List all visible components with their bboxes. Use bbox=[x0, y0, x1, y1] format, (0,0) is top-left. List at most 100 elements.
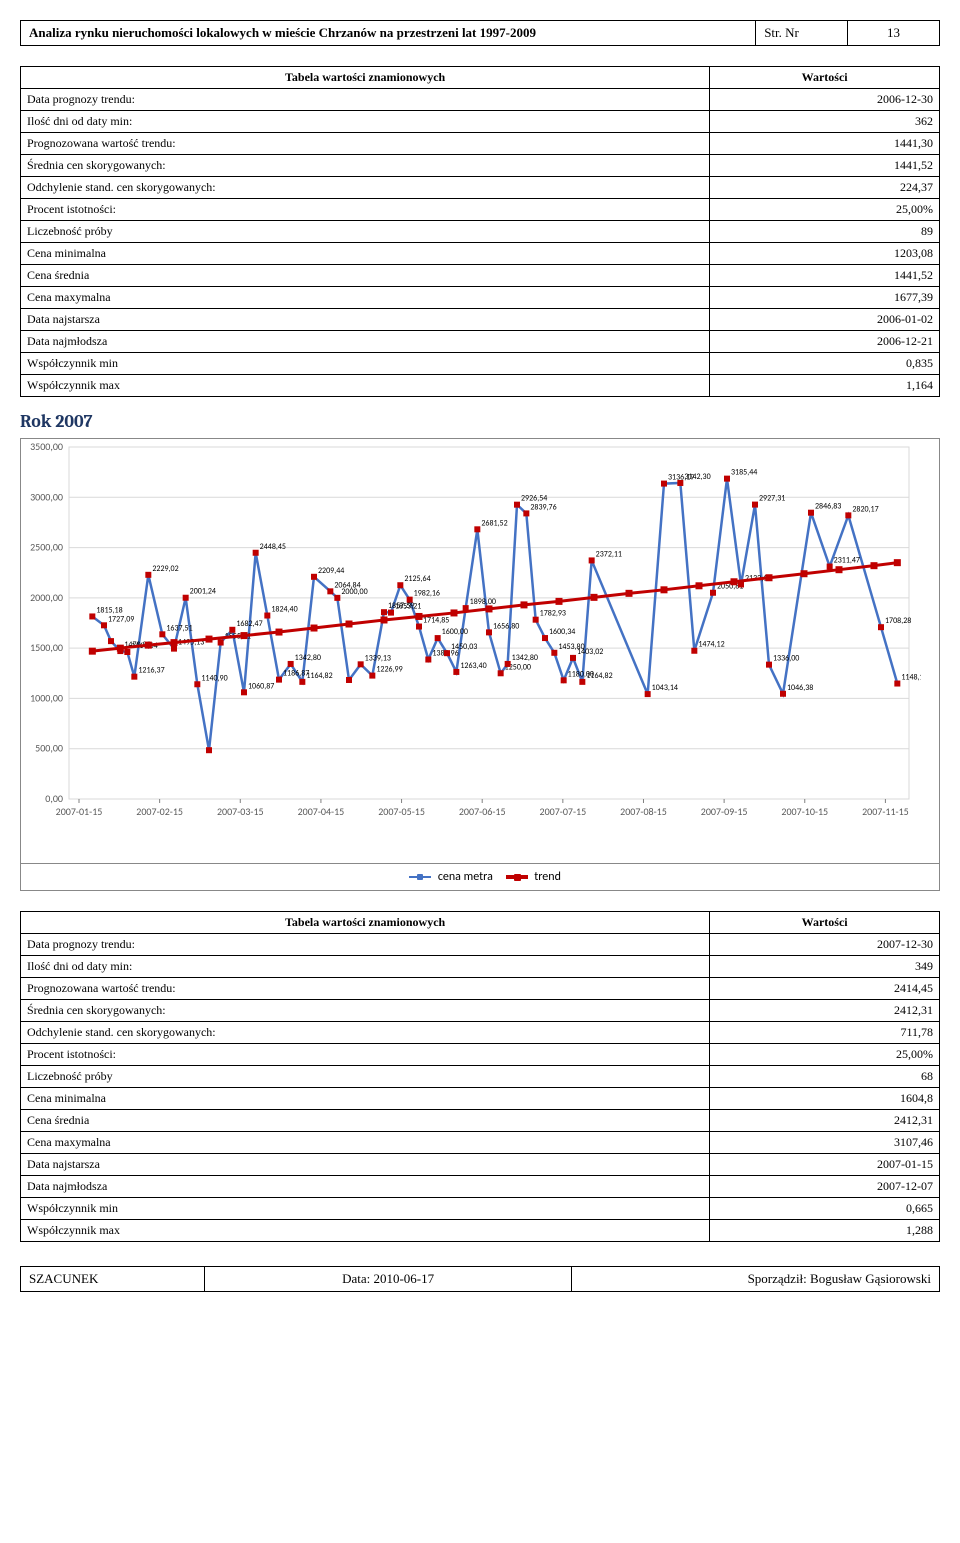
chart-container: 0,00 500,00 1000,00 1500,00 2000,00 2500,00 30… bbox=[20, 438, 940, 891]
table-row: Średnia cen skorygowanych:2412,31 bbox=[21, 1000, 940, 1022]
row-label: Współczynnik min bbox=[21, 1198, 710, 1220]
row-value: 2412,31 bbox=[710, 1000, 940, 1022]
svg-text:1263,40: 1263,40 bbox=[460, 661, 486, 671]
row-label: Cena średnia bbox=[21, 1110, 710, 1132]
footer-right: Sporządził: Bogusław Gąsiorowski bbox=[572, 1267, 940, 1292]
table-row: Data najmłodsza2006-12-21 bbox=[21, 331, 940, 353]
table-row: Współczynnik min0,665 bbox=[21, 1198, 940, 1220]
svg-text:2000,00: 2000,00 bbox=[30, 591, 63, 604]
table-row: Procent istotności:25,00% bbox=[21, 1044, 940, 1066]
row-label: Cena maxymalna bbox=[21, 1132, 710, 1154]
svg-text:2007-04-15: 2007-04-15 bbox=[298, 805, 345, 818]
svg-text:1500,00: 1500,00 bbox=[30, 641, 63, 654]
row-label: Odchylenie stand. cen skorygowanych: bbox=[21, 1022, 710, 1044]
row-value: 1677,39 bbox=[710, 287, 940, 309]
table-row: Średnia cen skorygowanych:1441,52 bbox=[21, 155, 940, 177]
row-label: Odchylenie stand. cen skorygowanych: bbox=[21, 177, 710, 199]
row-label: Liczebność próby bbox=[21, 1066, 710, 1088]
row-value: 224,37 bbox=[710, 177, 940, 199]
table-row: Cena średnia2412,31 bbox=[21, 1110, 940, 1132]
table-row: Liczebność próby89 bbox=[21, 221, 940, 243]
row-label: Data najstarsza bbox=[21, 1154, 710, 1176]
row-label: Cena średnia bbox=[21, 265, 710, 287]
table-row: Odchylenie stand. cen skorygowanych:224,… bbox=[21, 177, 940, 199]
legend-label-1: cena metra bbox=[438, 870, 493, 884]
table-row: Data prognozy trendu:2006-12-30 bbox=[21, 89, 940, 111]
svg-text:1708,28: 1708,28 bbox=[885, 616, 911, 626]
table-row: Data najstarsza2006-01-02 bbox=[21, 309, 940, 331]
svg-text:1637,51: 1637,51 bbox=[166, 623, 192, 633]
row-value: 1604,8 bbox=[710, 1088, 940, 1110]
svg-text:1140,90: 1140,90 bbox=[201, 673, 227, 683]
row-value: 3107,46 bbox=[710, 1132, 940, 1154]
table-row: Cena minimalna1203,08 bbox=[21, 243, 940, 265]
header-nr: 13 bbox=[848, 21, 940, 46]
svg-text:1600,00: 1600,00 bbox=[442, 627, 468, 637]
svg-text:500,00: 500,00 bbox=[35, 742, 63, 755]
row-label: Liczebność próby bbox=[21, 221, 710, 243]
row-value: 1441,52 bbox=[710, 265, 940, 287]
svg-text:3500,00: 3500,00 bbox=[30, 440, 63, 453]
row-label: Prognozowana wartość trendu: bbox=[21, 978, 710, 1000]
table-row: Cena maxymalna3107,46 bbox=[21, 1132, 940, 1154]
table-row: Data prognozy trendu:2007-12-30 bbox=[21, 934, 940, 956]
table-row: Współczynnik max1,288 bbox=[21, 1220, 940, 1242]
svg-text:1403,02: 1403,02 bbox=[577, 647, 603, 657]
row-label: Cena minimalna bbox=[21, 243, 710, 265]
table-row: Ilość dni od daty min:349 bbox=[21, 956, 940, 978]
svg-text:3000,00: 3000,00 bbox=[30, 490, 63, 503]
row-value: 2006-12-21 bbox=[710, 331, 940, 353]
svg-text:1000,00: 1000,00 bbox=[30, 691, 63, 704]
table-row: Procent istotności:25,00% bbox=[21, 199, 940, 221]
svg-text:2839,76: 2839,76 bbox=[530, 502, 556, 512]
row-label: Data najmłodsza bbox=[21, 331, 710, 353]
svg-text:1600,34: 1600,34 bbox=[549, 627, 575, 637]
row-value: 25,00% bbox=[710, 1044, 940, 1066]
table-row: Cena średnia1441,52 bbox=[21, 265, 940, 287]
legend-label-2: trend bbox=[534, 870, 561, 884]
row-value: 2412,31 bbox=[710, 1110, 940, 1132]
table-row: Prognozowana wartość trendu:1441,30 bbox=[21, 133, 940, 155]
svg-text:1046,38: 1046,38 bbox=[787, 683, 813, 693]
svg-text:1450,03: 1450,03 bbox=[451, 642, 477, 652]
svg-text:2000,00: 2000,00 bbox=[341, 587, 367, 597]
legend-swatch-2 bbox=[506, 875, 528, 879]
svg-text:1474,12: 1474,12 bbox=[698, 640, 724, 650]
svg-text:1226,99: 1226,99 bbox=[376, 665, 402, 675]
svg-text:1656,80: 1656,80 bbox=[493, 621, 519, 631]
section-title: Rok 2007 bbox=[20, 411, 940, 432]
table-row: Odchylenie stand. cen skorygowanych:711,… bbox=[21, 1022, 940, 1044]
svg-text:1342,80: 1342,80 bbox=[295, 653, 321, 663]
table-row: Cena minimalna1604,8 bbox=[21, 1088, 940, 1110]
svg-text:1148,11: 1148,11 bbox=[901, 673, 921, 683]
row-label: Średnia cen skorygowanych: bbox=[21, 1000, 710, 1022]
svg-text:0,00: 0,00 bbox=[45, 792, 63, 805]
svg-text:2500,00: 2500,00 bbox=[30, 541, 63, 554]
table-row: Ilość dni od daty min:362 bbox=[21, 111, 940, 133]
table-row: Data najmłodsza2007-12-07 bbox=[21, 1176, 940, 1198]
legend-swatch-1 bbox=[409, 876, 431, 878]
t2-head-left: Tabela wartości znamionowych bbox=[21, 912, 710, 934]
page-footer: SZACUNEK Data: 2010-06-17 Sporządził: Bo… bbox=[20, 1266, 940, 1292]
table-row: Współczynnik max1,164 bbox=[21, 375, 940, 397]
row-label: Ilość dni od daty min: bbox=[21, 956, 710, 978]
svg-text:2007-09-15: 2007-09-15 bbox=[701, 805, 748, 818]
row-value: 1203,08 bbox=[710, 243, 940, 265]
svg-text:2007-06-15: 2007-06-15 bbox=[459, 805, 506, 818]
row-value: 711,78 bbox=[710, 1022, 940, 1044]
row-value: 1441,30 bbox=[710, 133, 940, 155]
row-value: 362 bbox=[710, 111, 940, 133]
row-label: Prognozowana wartość trendu: bbox=[21, 133, 710, 155]
svg-text:2007-11-15: 2007-11-15 bbox=[862, 805, 909, 818]
svg-text:2846,83: 2846,83 bbox=[815, 502, 841, 512]
t2-head-right: Wartości bbox=[710, 912, 940, 934]
svg-text:1164,82: 1164,82 bbox=[586, 671, 612, 681]
table-row: Data najstarsza2007-01-15 bbox=[21, 1154, 940, 1176]
row-label: Data najstarsza bbox=[21, 309, 710, 331]
svg-text:1853,21: 1853,21 bbox=[395, 602, 421, 612]
svg-text:2229,02: 2229,02 bbox=[152, 564, 178, 574]
svg-text:3142,30: 3142,30 bbox=[684, 472, 710, 482]
row-value: 2006-12-30 bbox=[710, 89, 940, 111]
row-label: Data najmłodsza bbox=[21, 1176, 710, 1198]
row-label: Procent istotności: bbox=[21, 199, 710, 221]
